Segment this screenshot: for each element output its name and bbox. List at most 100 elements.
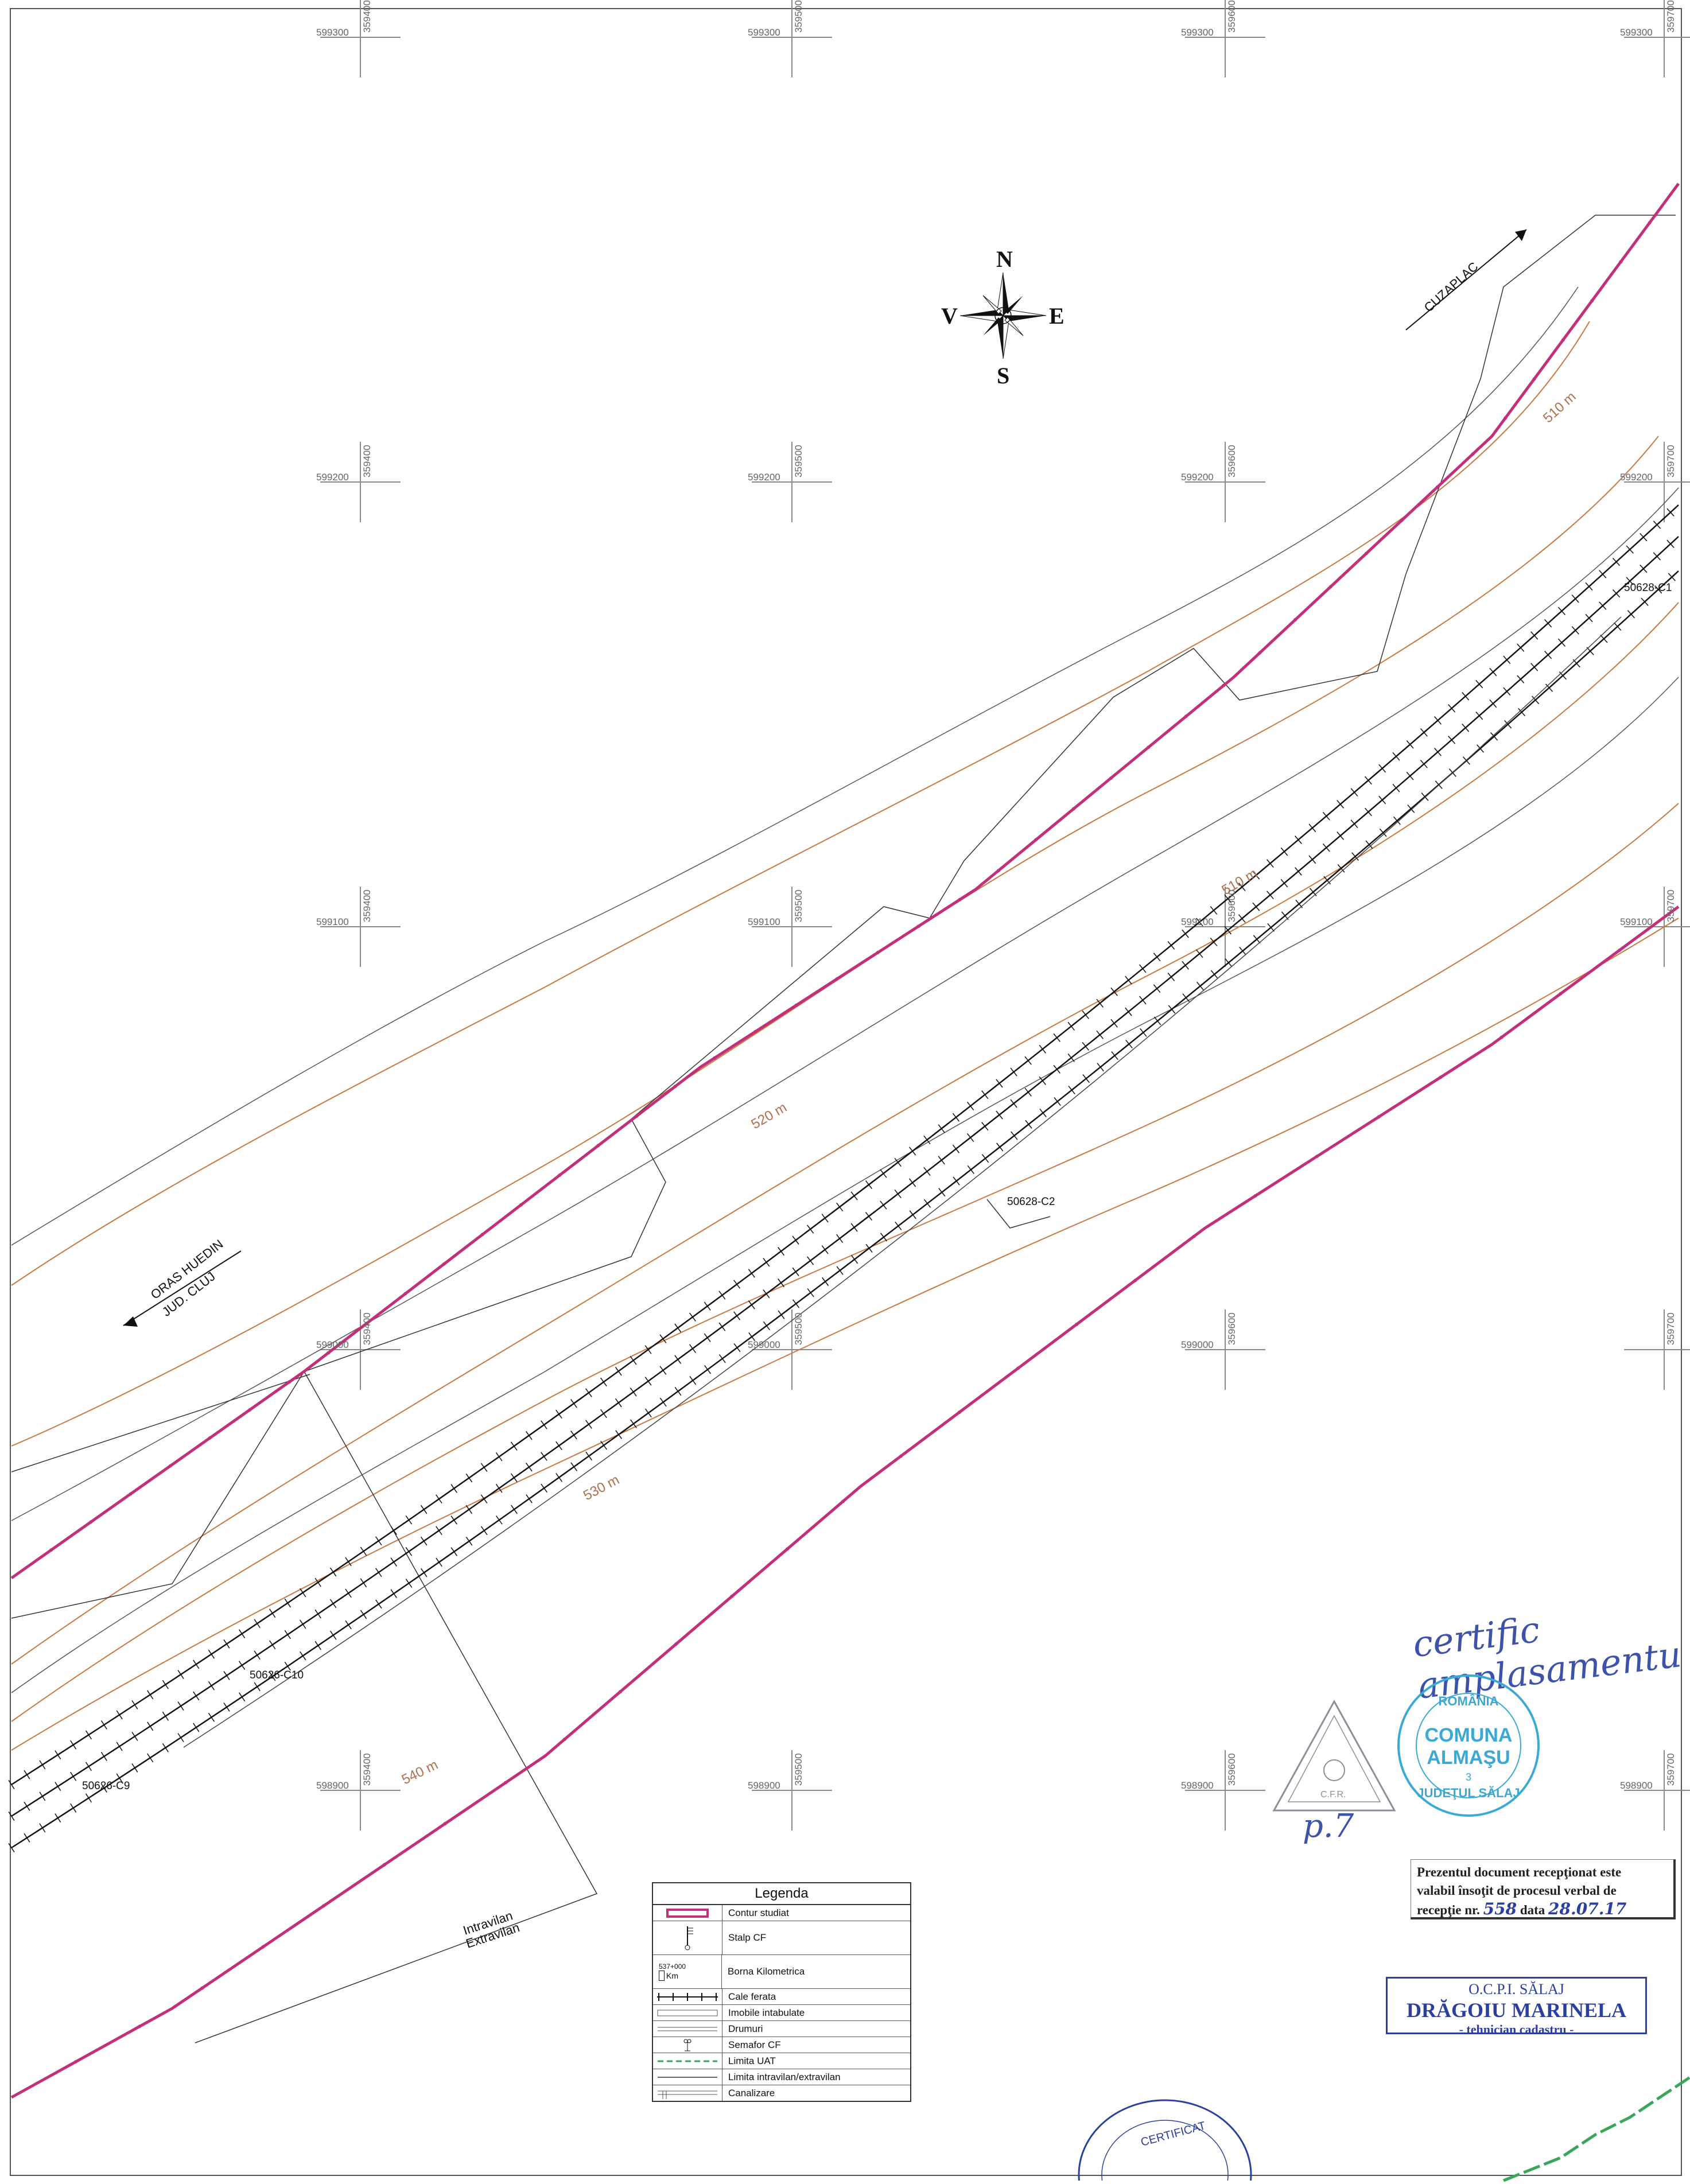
grid-northing-label: 599300 (316, 27, 349, 38)
boundary-vertex (618, 1690, 622, 1694)
railway-sleeper (615, 1366, 622, 1376)
railway-sleeper (1082, 1074, 1090, 1083)
contour-label: 520 m (749, 1099, 790, 1132)
railway-sleeper (1225, 958, 1233, 967)
railway-sleeper (284, 1598, 291, 1608)
railway-sleeper (1323, 876, 1331, 885)
legend-symbol (653, 2085, 722, 2101)
railway-sleeper (1053, 1064, 1060, 1074)
boundary-vertex (841, 1499, 845, 1503)
railway-sleeper (193, 1723, 200, 1732)
railway-sleeper (1224, 894, 1232, 903)
railway-sleeper (1351, 852, 1359, 861)
railway-sleeper (541, 1420, 547, 1429)
boundary-vertex (443, 1822, 447, 1826)
railway-sleeper (1407, 805, 1415, 813)
railway-sleeper (644, 1377, 652, 1386)
cfr-stamp: C.F.R. (1272, 1699, 1396, 1812)
railway-sleeper (1517, 675, 1525, 683)
railway-sleeper (1518, 708, 1526, 717)
handwritten-initials: p.7 (1303, 1808, 1354, 1845)
boundary-vertex (1222, 683, 1226, 687)
railway-sleeper (778, 1310, 785, 1319)
railway-tracks (8, 504, 1679, 1852)
railway-sleeper (1139, 964, 1147, 973)
grid-northing-label: 599200 (316, 472, 349, 483)
boundary-vertex (1192, 1234, 1196, 1238)
railway-sleeper (510, 1473, 518, 1482)
railway-sleeper (1393, 816, 1401, 825)
ocpi-stamp: O.C.P.I. SĂLAJ DRĂGOIU MARINELA - tehnic… (1386, 1977, 1647, 2037)
boundary-vertex (1438, 1075, 1442, 1079)
railway-sleeper (704, 1365, 712, 1374)
railway-sleeper (1053, 1033, 1060, 1042)
boundary-vertex (1561, 338, 1565, 342)
railway-sleeper (8, 1780, 15, 1789)
compass-west: V (941, 303, 958, 329)
railway-sleeper (600, 1377, 607, 1387)
railway-sleeper (718, 1322, 726, 1331)
railway-sleeper (1462, 724, 1470, 732)
railway-sleeper (147, 1721, 154, 1731)
railway-sleeper (1011, 1131, 1018, 1140)
km-marker-icon (659, 1971, 665, 1981)
railway-sleeper (254, 1650, 261, 1660)
railway-sleeper (405, 1546, 413, 1556)
km-number: 537+000 (659, 1963, 686, 1971)
railway-sleeper (585, 1388, 592, 1397)
railway-sleeper (147, 1753, 154, 1763)
railway-sleeper (674, 1323, 682, 1332)
boundary-vertex (1075, 1322, 1079, 1326)
railway-sleeper (966, 1133, 974, 1142)
railway-sleeper (908, 1147, 916, 1156)
pole-icon (685, 1926, 693, 1950)
railway-sleeper (1097, 1063, 1104, 1072)
railway-sleeper (689, 1312, 696, 1322)
limit-line (195, 1371, 598, 2043)
railway-sleeper (239, 1692, 246, 1702)
railway-sleeper (1308, 823, 1316, 833)
railway-sleeper (1379, 828, 1387, 837)
railway-sleeper (1252, 871, 1260, 880)
railway-sleeper (1067, 1053, 1075, 1062)
railway-sleeper (147, 1690, 154, 1700)
railway-sleeper (996, 1079, 1003, 1088)
legend-label: Imobile intabulate (728, 2007, 805, 2018)
railway-sleeper (1503, 687, 1511, 696)
railway-sleeper (1110, 987, 1118, 996)
building-label: 50626-C9 (82, 1780, 130, 1792)
legend-symbol (653, 1905, 722, 1921)
railway-sleeper (615, 1430, 622, 1439)
railway-sleeper (644, 1345, 652, 1354)
railway-sleeper (1224, 926, 1232, 935)
railway-sleeper (1153, 1016, 1161, 1025)
contour-label: 510 m (1219, 865, 1260, 898)
railway-sleeper (1557, 607, 1566, 616)
railway-sleeper (600, 1440, 608, 1450)
railway-edge (183, 616, 1622, 1748)
grid-easting-label: 359700 (1665, 889, 1676, 922)
railway-sleeper (923, 1167, 931, 1176)
railway-sleeper (131, 1700, 138, 1709)
railway-track (11, 536, 1679, 1817)
reception-date: 28.07.17 (1548, 1899, 1627, 1918)
railway-sleeper (1337, 831, 1345, 840)
boundary-vertex (876, 950, 880, 954)
legend-label: Canalizare (728, 2087, 775, 2098)
boundary-vertex (1184, 714, 1188, 718)
railway-sleeper (314, 1577, 321, 1587)
boundary-vertex (1471, 452, 1475, 456)
grid-easting-label: 359400 (362, 0, 372, 33)
grid-easting-label: 359500 (793, 0, 804, 33)
railway-sleeper (807, 1256, 814, 1265)
boundary-vertex (1532, 377, 1536, 381)
railway-sleeper (1337, 800, 1345, 809)
railway-sleeper (1182, 929, 1189, 938)
legend-item-limita-uat: Limita UAT (653, 2053, 910, 2069)
railway-sleeper (223, 1671, 230, 1680)
contour-label: 530 m (581, 1472, 622, 1503)
grid-easting-label: 359500 (793, 1312, 804, 1345)
railway-sleeper (1421, 792, 1429, 801)
railway-sleeper (792, 1267, 799, 1276)
